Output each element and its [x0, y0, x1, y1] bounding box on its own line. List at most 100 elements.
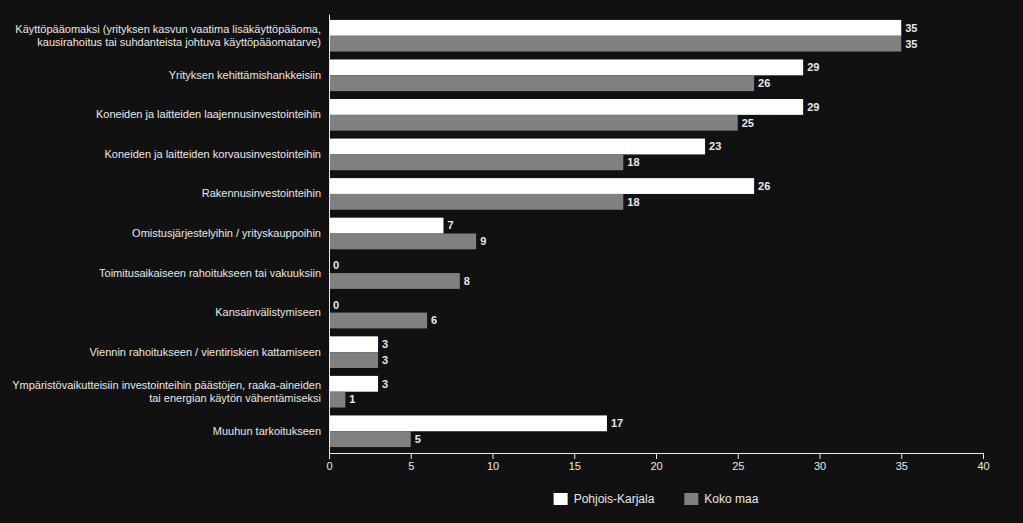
data-label: 18 [627, 196, 639, 208]
y-tick: Ympäristövaikutteisiin investointeihin p… [12, 379, 329, 404]
data-label: 6 [431, 314, 437, 326]
bar [329, 154, 623, 170]
data-label: 35 [905, 22, 917, 34]
data-label: 3 [382, 378, 388, 390]
data-label: 17 [611, 417, 623, 429]
x-tick: 5 [408, 453, 414, 472]
x-tick-label: 0 [326, 460, 332, 472]
x-axis: 0 5 10 15 20 25 30 35 40 [326, 453, 989, 472]
data-labels: 352929232670033173526251818986315 [333, 22, 918, 445]
bar [329, 59, 803, 75]
data-label: 26 [758, 77, 770, 89]
y-tick-label: Rakennusinvestointeihin [202, 187, 321, 199]
data-label: 18 [627, 156, 639, 168]
bar [329, 352, 378, 368]
x-tick-label: 15 [569, 460, 581, 472]
x-tick: 30 [814, 453, 826, 472]
y-tick-label: Muuhun tarkoitukseen [213, 425, 321, 437]
data-label: 0 [333, 259, 339, 271]
x-axis-line [330, 454, 984, 460]
x-tick-label: 40 [977, 460, 989, 472]
bar [329, 194, 623, 210]
y-tick-label: Toimitusaikaiseen rahoitukseen tai vakuu… [99, 267, 321, 279]
plot: 3529292326700331735262518189863150510152… [12, 15, 989, 472]
y-tick: Toimitusaikaiseen rahoitukseen tai vakuu… [99, 267, 329, 279]
x-tick: 25 [732, 453, 744, 472]
x-tick-label: 35 [896, 460, 908, 472]
x-tick-mark [738, 453, 739, 459]
legend-label: Pohjois-Karjala [574, 492, 655, 506]
x-tick-mark [411, 453, 412, 459]
legend-item: Koko maa [684, 492, 758, 506]
y-tick-label: Ympäristövaikutteisiin investointeihin p… [12, 379, 321, 404]
bar [329, 99, 803, 115]
legend-swatch [684, 493, 698, 505]
bar [329, 115, 738, 131]
y-tick-label: Viennin rahoitukseen / vientiriskien kat… [89, 346, 321, 358]
bar [329, 313, 427, 329]
legend: Pohjois-Karjala Koko maa [554, 492, 759, 506]
x-tick-mark [983, 453, 984, 459]
bar [329, 234, 476, 250]
y-tick-label: Yrityksen kehittämishankkeisiin [169, 69, 321, 81]
bar [329, 415, 607, 431]
x-tick-label: 10 [487, 460, 499, 472]
y-tick: Yrityksen kehittämishankkeisiin [169, 69, 329, 81]
legend-swatch [554, 493, 568, 505]
x-tick-mark [656, 453, 657, 459]
x-tick-mark [493, 453, 494, 459]
y-tick: Käyttöpääomaksi (yrityksen kasvun vaatim… [15, 23, 329, 48]
data-label: 29 [807, 101, 819, 113]
x-tick-label: 5 [408, 460, 414, 472]
data-label: 29 [807, 61, 819, 73]
legend-label: Koko maa [704, 492, 758, 506]
y-tick: Muuhun tarkoitukseen [213, 425, 329, 437]
y-tick-label: Omistusjärjestelyihin / yrityskauppoihin [132, 227, 321, 239]
x-tick: 40 [977, 453, 989, 472]
data-label: 7 [447, 219, 453, 231]
x-tick-mark [901, 453, 902, 459]
y-tick: Omistusjärjestelyihin / yrityskauppoihin [132, 227, 329, 239]
x-tick: 20 [650, 453, 662, 472]
bar [329, 75, 754, 91]
data-label: 9 [480, 235, 486, 247]
y-tick-label: Käyttöpääomaksi (yrityksen kasvun vaatim… [15, 23, 321, 48]
data-label: 35 [905, 38, 917, 50]
x-tick: 0 [326, 453, 332, 472]
y-tick: Kansainvälistymiseen [215, 306, 329, 318]
x-tick-mark [574, 453, 575, 459]
bar [329, 336, 378, 352]
bar [329, 139, 705, 155]
y-axis-line [329, 15, 330, 454]
y-tick: Koneiden ja laitteiden laajennusinvestoi… [96, 108, 329, 120]
chart: 3529292326700331735262518189863150510152… [0, 0, 1023, 523]
bar [329, 36, 901, 52]
y-tick-label: Kansainvälistymiseen [215, 306, 321, 318]
bar [329, 431, 411, 447]
x-tick-mark [329, 453, 330, 459]
data-label: 25 [742, 117, 754, 129]
x-tick: 10 [487, 453, 499, 472]
x-tick-label: 30 [814, 460, 826, 472]
x-tick: 35 [896, 453, 908, 472]
x-tick-mark [820, 453, 821, 459]
bars [329, 20, 901, 447]
bar [329, 392, 345, 408]
data-label: 26 [758, 180, 770, 192]
data-label: 0 [333, 299, 339, 311]
data-label: 23 [709, 140, 721, 152]
legend-item: Pohjois-Karjala [554, 492, 655, 506]
y-tick: Rakennusinvestointeihin [202, 187, 329, 199]
data-label: 5 [415, 433, 421, 445]
x-tick: 15 [569, 453, 581, 472]
bar [329, 376, 378, 392]
y-tick-label: Koneiden ja laitteiden laajennusinvestoi… [96, 108, 321, 120]
y-tick: Viennin rahoitukseen / vientiriskien kat… [89, 346, 329, 358]
x-tick-label: 20 [650, 460, 662, 472]
y-tick: Koneiden ja laitteiden korvausinvestoint… [105, 148, 329, 160]
data-label: 8 [464, 275, 470, 287]
bar [329, 20, 901, 36]
data-label: 1 [349, 393, 355, 405]
y-tick-label: Koneiden ja laitteiden korvausinvestoint… [105, 148, 321, 160]
y-axis: Käyttöpääomaksi (yrityksen kasvun vaatim… [12, 15, 329, 454]
